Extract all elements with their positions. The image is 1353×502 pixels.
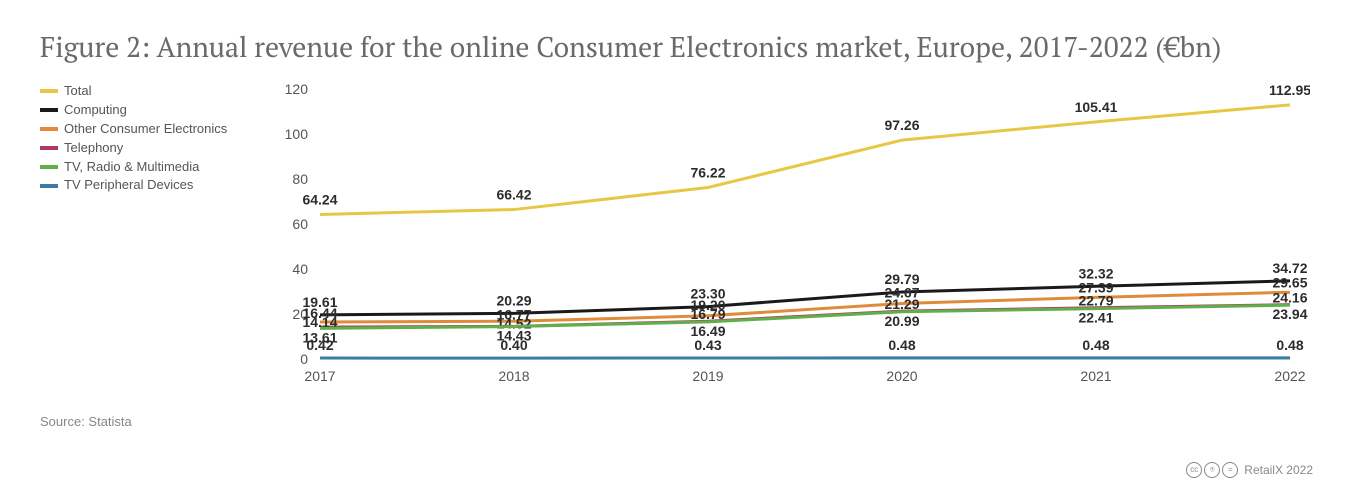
data-label: 0.48 <box>888 337 915 353</box>
data-label: 21.29 <box>884 296 919 312</box>
data-label: 20.99 <box>884 313 919 329</box>
x-tick-label: 2019 <box>692 368 723 384</box>
line-chart: 0204060801001202017201820192020202120226… <box>260 79 1310 389</box>
data-label: 0.48 <box>1276 337 1303 353</box>
cc-icons: cc ⍟ = <box>1186 462 1238 478</box>
legend-swatch <box>40 108 58 112</box>
legend-item: TV Peripheral Devices <box>40 177 260 194</box>
chart-container: Total Computing Other Consumer Electronics… <box>40 79 1313 394</box>
nd-icon: = <box>1222 462 1238 478</box>
by-icon: ⍟ <box>1204 462 1220 478</box>
y-tick-label: 120 <box>285 81 309 97</box>
legend-item: Other Consumer Electronics <box>40 121 260 138</box>
data-label: 76.22 <box>690 165 725 181</box>
data-label: 97.26 <box>884 117 919 133</box>
legend-label: TV, Radio & Multimedia <box>64 159 199 176</box>
y-tick-label: 60 <box>292 216 308 232</box>
data-label: 22.79 <box>1078 293 1113 309</box>
data-label: 64.24 <box>302 191 337 207</box>
data-label: 0.40 <box>500 337 527 353</box>
legend-label: Computing <box>64 102 127 119</box>
data-label: 0.43 <box>694 337 721 353</box>
series-line <box>320 105 1290 215</box>
legend-swatch <box>40 165 58 169</box>
data-label: 29.65 <box>1272 274 1307 290</box>
x-tick-label: 2022 <box>1274 368 1305 384</box>
y-tick-label: 80 <box>292 171 308 187</box>
attribution-text: RetailX 2022 <box>1244 463 1313 477</box>
chart-area: 0204060801001202017201820192020202120226… <box>260 79 1313 394</box>
y-tick-label: 40 <box>292 261 308 277</box>
legend-item: TV, Radio & Multimedia <box>40 159 260 176</box>
legend: Total Computing Other Consumer Electronics… <box>40 79 260 196</box>
data-label: 0.48 <box>1082 337 1109 353</box>
source-label: Source: Statista <box>40 414 1313 429</box>
data-label: 105.41 <box>1075 99 1118 115</box>
x-tick-label: 2021 <box>1080 368 1111 384</box>
legend-swatch <box>40 127 58 131</box>
attribution-footer: cc ⍟ = RetailX 2022 <box>1186 462 1313 478</box>
cc-icon: cc <box>1186 462 1202 478</box>
x-tick-label: 2020 <box>886 368 917 384</box>
x-tick-label: 2018 <box>498 368 529 384</box>
y-tick-label: 0 <box>300 351 308 367</box>
data-label: 22.41 <box>1078 310 1113 326</box>
figure-title: Figure 2: Annual revenue for the online … <box>40 30 1313 65</box>
legend-swatch <box>40 146 58 150</box>
data-label: 23.94 <box>1272 306 1307 322</box>
legend-label: Telephony <box>64 140 123 157</box>
legend-label: TV Peripheral Devices <box>64 177 193 194</box>
data-label: 112.95 <box>1269 82 1310 98</box>
legend-item: Total <box>40 83 260 100</box>
data-label: 66.42 <box>496 187 531 203</box>
legend-label: Total <box>64 83 91 100</box>
data-label: 24.16 <box>1272 290 1307 306</box>
y-tick-label: 100 <box>285 126 309 142</box>
x-tick-label: 2017 <box>304 368 335 384</box>
legend-label: Other Consumer Electronics <box>64 121 227 138</box>
legend-swatch <box>40 184 58 188</box>
data-label: 0.42 <box>306 337 333 353</box>
legend-item: Telephony <box>40 140 260 157</box>
legend-swatch <box>40 89 58 93</box>
legend-item: Computing <box>40 102 260 119</box>
